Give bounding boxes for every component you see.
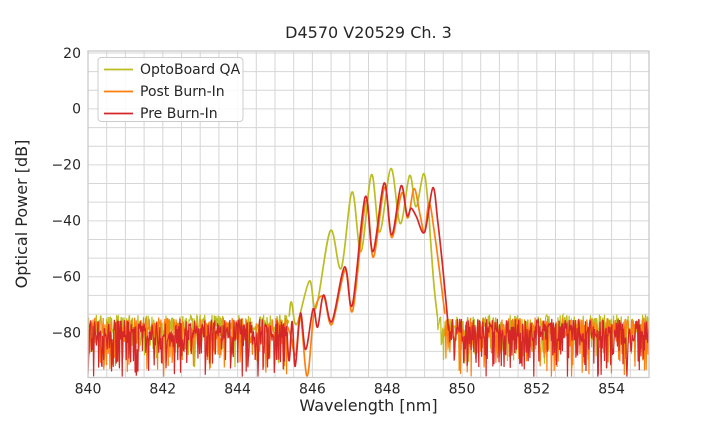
x-tick-label: 842 <box>149 382 176 398</box>
x-tick-label: 840 <box>75 382 102 398</box>
y-axis-label: Optical Power [dB] <box>12 140 31 289</box>
legend: OptoBoard QA Post Burn-In Pre Burn-In <box>97 57 244 122</box>
series-pre-burn-in-noise-left <box>88 318 288 377</box>
x-tick-label: 844 <box>224 382 251 398</box>
legend-box <box>97 57 244 122</box>
legend-item-label: OptoBoard QA <box>140 62 241 78</box>
y-tick-label: 0 <box>72 102 81 118</box>
x-tick-label: 854 <box>598 382 625 398</box>
y-tick-label: 20 <box>63 46 81 62</box>
x-tick-label: 848 <box>374 382 401 398</box>
x-tick-labels: 840 842 844 846 848 850 852 854 <box>75 382 625 398</box>
x-tick-label: 846 <box>299 382 326 398</box>
chart-title: D4570 V20529 Ch. 3 <box>285 23 452 42</box>
legend-item-label: Post Burn-In <box>140 84 225 100</box>
series-pre-burn-in-line <box>286 182 450 368</box>
y-tick-label: −80 <box>51 326 81 342</box>
x-tick-label: 852 <box>523 382 550 398</box>
y-tick-label: −20 <box>51 158 81 174</box>
legend-item-post-burn-in: Post Burn-In <box>104 84 225 100</box>
legend-item-label: Pre Burn-In <box>140 106 218 122</box>
x-tick-label: 850 <box>449 382 476 398</box>
series-optoboard-qa-line <box>288 167 439 326</box>
y-tick-label: −60 <box>51 270 81 286</box>
y-tick-label: −40 <box>51 214 81 230</box>
x-axis-label: Wavelength [nm] <box>299 396 437 415</box>
series-pre-burn-in-noise-right <box>447 318 649 377</box>
series-lines <box>88 167 649 377</box>
y-tick-labels: 20 0 −20 −40 −60 −80 <box>51 46 81 342</box>
legend-item-optoboard-qa: OptoBoard QA <box>104 62 241 78</box>
axes-border <box>87 50 650 379</box>
legend-item-pre-burn-in: Pre Burn-In <box>104 106 218 122</box>
